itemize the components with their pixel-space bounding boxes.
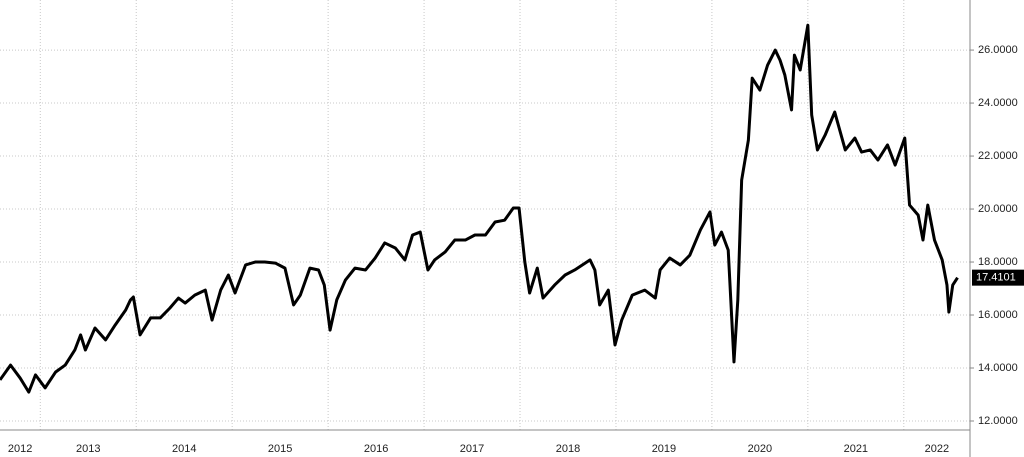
- x-tick-label: 2019: [652, 443, 676, 455]
- last-value-box: [972, 269, 1024, 286]
- x-tick-label: 2016: [364, 443, 388, 455]
- x-tick-label: 2012: [8, 443, 32, 455]
- x-tick-label: 2017: [460, 443, 484, 455]
- y-tick-label: 20.0000: [978, 203, 1018, 215]
- y-tick-label: 18.0000: [978, 256, 1018, 268]
- line: [0, 23, 959, 394]
- x-tick-label: 2022: [925, 443, 949, 455]
- x-tick-label: 2013: [76, 443, 100, 455]
- x-tick-label: 2021: [844, 443, 868, 455]
- y-tick-label: 12.0000: [978, 415, 1018, 427]
- last-value-label: 17.4101: [976, 272, 1016, 284]
- x-tick-label: 2020: [748, 443, 772, 455]
- y-tick-label: 14.0000: [978, 362, 1018, 374]
- y-tick-label: 16.0000: [978, 309, 1018, 321]
- x-tick-label: 2014: [172, 443, 196, 455]
- x-tick-label: 2015: [268, 443, 292, 455]
- x-tick-label: 2018: [556, 443, 580, 455]
- y-tick-label: 22.0000: [978, 150, 1018, 162]
- y-tick-label: 24.0000: [978, 97, 1018, 109]
- y-tick-label: 26.0000: [978, 44, 1018, 56]
